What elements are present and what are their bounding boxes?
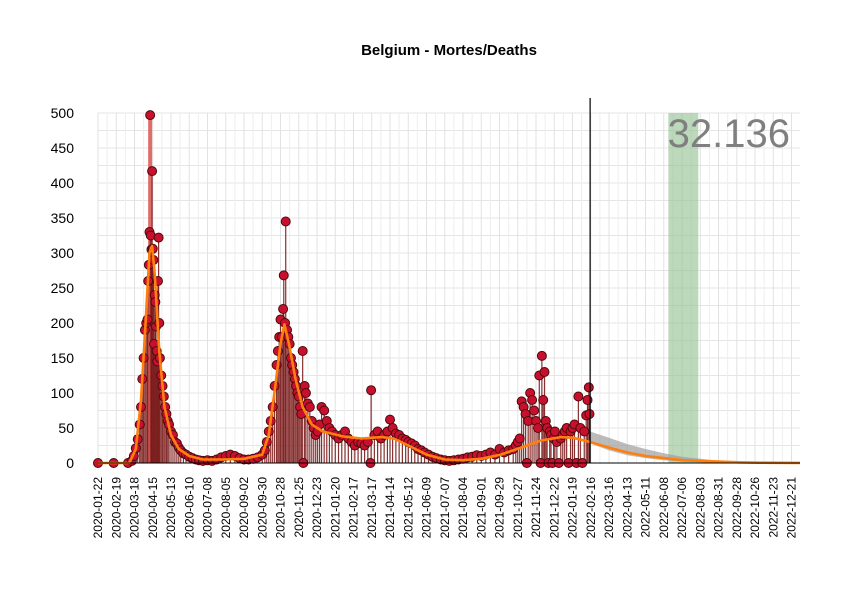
x-tick-label: 2020-07-08	[201, 477, 215, 539]
y-tick-label: 150	[51, 350, 75, 366]
y-tick-label: 100	[51, 385, 75, 401]
data-point	[278, 304, 289, 314]
data-point	[532, 423, 543, 433]
x-tick-label: 2021-09-29	[493, 477, 507, 539]
data-point	[280, 216, 291, 227]
x-tick-label: 2020-12-23	[310, 477, 324, 539]
x-tick-label: 2020-03-18	[128, 477, 142, 539]
x-tick-label: 2022-08-31	[712, 477, 726, 539]
x-tick-label: 2021-03-17	[365, 477, 379, 539]
x-tick-label: 2022-02-16	[584, 477, 598, 539]
y-tick-label: 250	[51, 280, 75, 296]
data-point	[529, 405, 540, 416]
data-point	[573, 391, 584, 402]
x-tick-label: 2022-06-08	[657, 477, 671, 539]
data-point	[527, 395, 538, 405]
x-tick-label: 2021-10-27	[511, 477, 525, 539]
data-point	[300, 388, 311, 398]
data-point	[583, 382, 594, 393]
data-point	[584, 409, 595, 419]
x-tick-label: 2020-05-13	[164, 477, 178, 539]
data-point	[539, 367, 550, 377]
y-axis: 0 50 100 150 200 250 300 350 400 450 500	[51, 105, 75, 471]
x-tick-label: 2020-08-05	[219, 477, 233, 539]
x-tick-label: 2020-11-25	[292, 477, 306, 538]
chart-title: Belgium - Mortes/Deaths	[361, 42, 537, 59]
data-point	[154, 318, 165, 328]
data-point	[385, 414, 396, 425]
x-tick-label: 2020-01-22	[91, 477, 105, 539]
data-point	[536, 350, 547, 361]
data-point	[153, 232, 164, 243]
x-tick-label: 2022-09-28	[730, 477, 744, 539]
x-tick-label: 2021-04-14	[383, 477, 397, 539]
x-tick-label: 2021-02-17	[347, 477, 361, 539]
x-tick-label: 2022-04-13	[620, 477, 634, 539]
y-tick-label: 350	[51, 210, 75, 226]
y-tick-label: 500	[51, 105, 75, 121]
data-point	[538, 395, 549, 405]
x-tick-label: 2021-09-01	[474, 477, 488, 539]
x-tick-label: 2022-12-21	[785, 477, 799, 539]
smooth-fit	[98, 244, 801, 465]
x-tick-label: 2021-07-07	[438, 477, 452, 539]
x-tick-label: 2021-01-20	[328, 477, 342, 539]
x-tick-label: 2021-05-12	[401, 477, 415, 539]
daily-points	[93, 110, 595, 468]
data-point	[319, 405, 330, 416]
x-tick-label: 2020-10-28	[274, 477, 288, 539]
data-point	[297, 346, 308, 356]
x-tick-label: 2022-08-03	[693, 477, 707, 539]
x-tick-label: 2022-11-23	[766, 477, 780, 538]
data-point	[278, 270, 289, 281]
data-point	[514, 433, 525, 444]
x-tick-label: 2022-05-11	[639, 477, 653, 538]
x-tick-label: 2020-06-10	[182, 477, 196, 539]
smooth-fit-line	[98, 244, 801, 465]
x-tick-label: 2022-10-26	[748, 477, 762, 539]
data-point	[366, 385, 377, 396]
y-tick-label: 300	[51, 245, 75, 261]
y-tick-label: 200	[51, 315, 75, 331]
x-axis: 2020-01-22 2020-02-19 2020-03-18 2020-04-15…	[91, 477, 799, 539]
x-tick-label: 2021-12-22	[547, 477, 561, 539]
x-tick-label: 2020-09-02	[237, 477, 251, 539]
total-deaths-label: 32.136	[668, 112, 790, 156]
highlight-band	[668, 113, 699, 463]
y-tick-label: 400	[51, 175, 75, 191]
x-tick-label: 2021-11-24	[529, 477, 543, 538]
y-tick-label: 450	[51, 140, 75, 156]
x-tick-label: 2021-06-09	[420, 477, 434, 539]
x-tick-label: 2020-02-19	[109, 477, 123, 539]
highlight-band-rect	[668, 113, 699, 463]
data-point	[145, 110, 156, 121]
y-tick-label: 50	[58, 420, 74, 436]
x-tick-label: 2022-03-16	[602, 477, 616, 539]
data-point	[147, 166, 158, 177]
y-tick-label: 0	[66, 455, 74, 471]
x-tick-label: 2020-04-15	[146, 477, 160, 539]
data-point	[304, 402, 315, 412]
data-point	[579, 426, 590, 437]
x-tick-label: 2021-08-04	[456, 477, 470, 539]
x-tick-label: 2022-07-06	[675, 477, 689, 539]
x-tick-label: 2020-09-30	[255, 477, 269, 539]
x-tick-label: 2022-01-19	[566, 477, 580, 539]
